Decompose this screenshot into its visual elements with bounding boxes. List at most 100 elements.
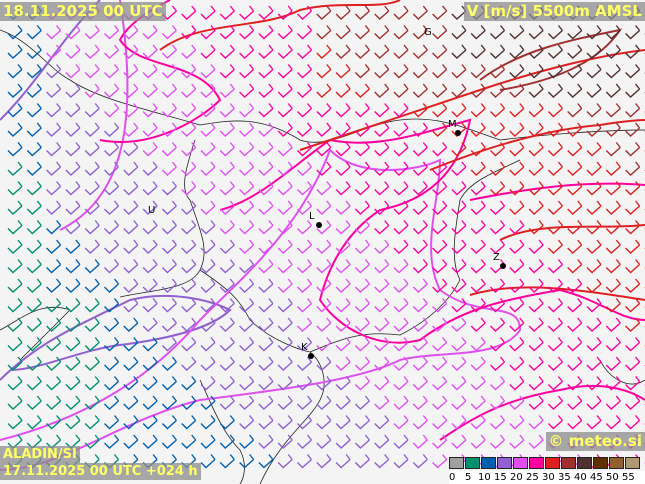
wind-barb [625,259,641,274]
wind-barb [258,298,274,313]
wind-barb [490,220,506,235]
city-label: G [424,27,432,38]
wind-barb [46,200,62,215]
wind-barb [316,356,332,371]
wind-barb [161,415,177,430]
wind-barb [567,376,583,391]
wind-barb [470,83,486,98]
wind-barb [547,278,563,293]
legend-swatch [465,457,480,469]
wind-barb [161,200,177,215]
wind-barb [509,298,525,313]
wind-barb [625,25,641,40]
wind-barb [277,278,293,293]
wind-barb [528,220,544,235]
wind-barb [393,83,409,98]
wind-barb [625,122,641,137]
wind-barb [200,161,216,176]
city-label: Z [493,252,500,263]
wind-barb [142,278,158,293]
wind-barb [490,25,506,40]
wind-barb [239,259,255,274]
wind-barb [374,298,390,313]
wind-barb [200,64,216,79]
wind-barb [567,317,583,332]
wind-barb [335,83,351,98]
wind-barb [528,64,544,79]
wind-barb [335,395,351,410]
wind-barb [412,454,428,469]
wind-barb [65,44,81,59]
wind-barb [316,278,332,293]
wind-barb [161,220,177,235]
wind-barb [84,220,100,235]
wind-barb [451,64,467,79]
wind-barb [316,64,332,79]
wind-barb [451,181,467,196]
city-label: U [148,205,156,216]
wind-barb [200,103,216,118]
wind-barb [354,298,370,313]
wind-barb [605,220,621,235]
wind-barb [200,259,216,274]
wind-barb [297,25,313,40]
wind-barb [84,239,100,254]
wind-barb [65,200,81,215]
wind-barb [181,122,197,137]
wind-barb [200,239,216,254]
wind-barb [490,278,506,293]
wind-barb [26,395,42,410]
wind-barb [547,142,563,157]
legend-tick: 35 [558,472,571,483]
wind-barb [432,337,448,352]
wind-barb [335,44,351,59]
wind-barb [84,44,100,59]
wind-barb [7,64,23,79]
wind-barb [412,298,428,313]
wind-barb [297,415,313,430]
wind-barb [7,103,23,118]
wind-barb [26,64,42,79]
wind-barb [200,278,216,293]
wind-barb [586,278,602,293]
wind-barb [374,44,390,59]
wind-barb [104,337,120,352]
wind-barb [104,415,120,430]
wind-barb [26,44,42,59]
wind-barb [354,181,370,196]
wind-barb [470,64,486,79]
wind-barb [239,220,255,235]
wind-barb [316,161,332,176]
wind-barb [123,376,139,391]
wind-barb [470,434,486,449]
wind-barb [547,200,563,215]
wind-barb [46,122,62,137]
wind-barb [181,161,197,176]
wind-barb [451,44,467,59]
wind-barb [142,44,158,59]
wind-barb [123,64,139,79]
wind-barb [7,181,23,196]
wind-barb [625,376,641,391]
wind-barb [432,64,448,79]
wind-barb [567,181,583,196]
wind-barb [258,376,274,391]
wind-barb [161,161,177,176]
wind-barb [470,337,486,352]
wind-barb [239,356,255,371]
wind-barb [567,259,583,274]
wind-barb [354,220,370,235]
wind-barb [412,434,428,449]
wind-barb [605,356,621,371]
wind-barb [277,337,293,352]
wind-barb [335,259,351,274]
wind-barb [335,415,351,430]
wind-barb [393,122,409,137]
wind-barb [258,181,274,196]
wind-barb [219,142,235,157]
wind-barb [335,25,351,40]
wind-barb [625,64,641,79]
wind-barb [335,434,351,449]
wind-barb [7,298,23,313]
wind-barb [470,142,486,157]
